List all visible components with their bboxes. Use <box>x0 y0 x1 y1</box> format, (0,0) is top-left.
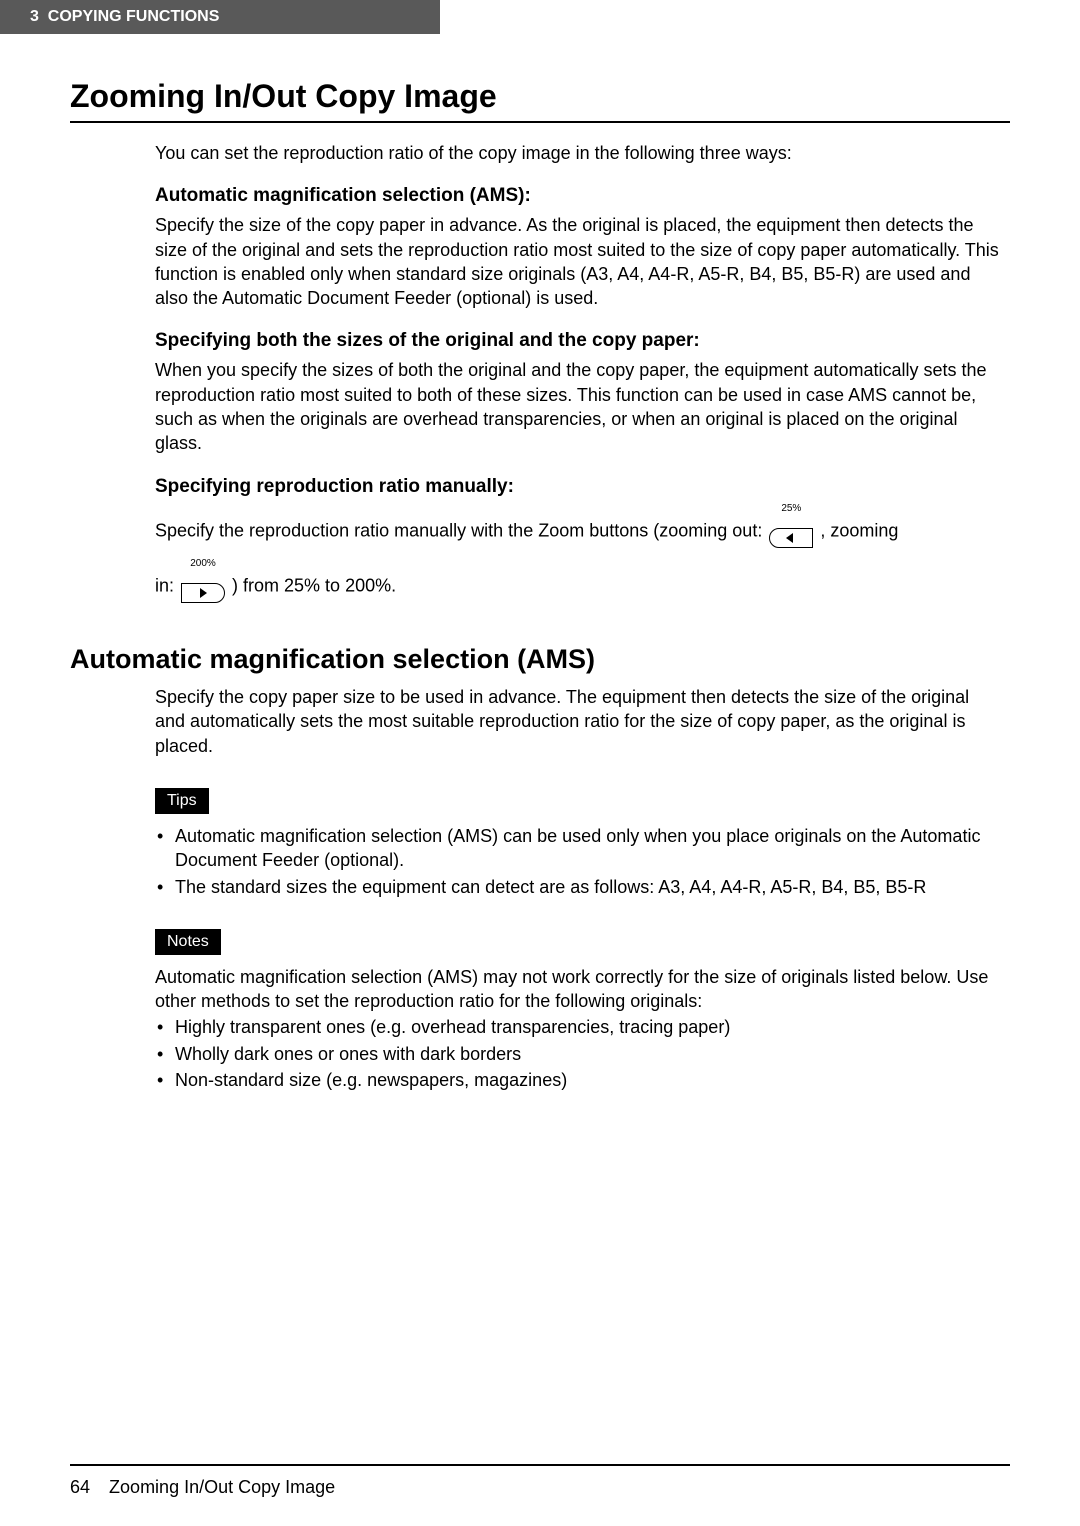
zoom-in-icon <box>181 583 225 603</box>
tips-list: Automatic magnification selection (AMS) … <box>155 824 1000 899</box>
list-item: The standard sizes the equipment can det… <box>155 875 1000 899</box>
ams-section-block: Specify the copy paper size to be used i… <box>155 685 1000 1092</box>
page: 3 COPYING FUNCTIONS Zooming In/Out Copy … <box>0 0 1080 1526</box>
list-item: Highly transparent ones (e.g. overhead t… <box>155 1015 1000 1039</box>
both-body: When you specify the sizes of both the o… <box>155 358 1000 455</box>
chapter-title: COPYING FUNCTIONS <box>48 8 220 26</box>
manual-body-pre: Specify the reproduction ratio manually … <box>155 520 767 540</box>
page-title: Zooming In/Out Copy Image <box>70 78 1010 115</box>
ams-body: Specify the size of the copy paper in ad… <box>155 213 1000 310</box>
manual-body-in-prefix: in: <box>155 575 179 595</box>
page-number: 64 <box>70 1477 90 1497</box>
intro-text: You can set the reproduction ratio of th… <box>155 141 1000 165</box>
zoom-out-label: 25% <box>769 504 813 514</box>
zoom-out-icon <box>769 528 813 548</box>
list-item: Wholly dark ones or ones with dark borde… <box>155 1042 1000 1066</box>
footer-rule <box>70 1464 1010 1466</box>
zoom-in-label: 200% <box>181 559 225 569</box>
ams-section-title: Automatic magnification selection (AMS) <box>70 644 1010 675</box>
manual-body-mid: , zooming <box>820 520 898 540</box>
manual-body-post: ) from 25% to 200%. <box>232 575 396 595</box>
manual-heading: Specifying reproduction ratio manually: <box>155 476 1000 498</box>
notes-list: Highly transparent ones (e.g. overhead t… <box>155 1015 1000 1092</box>
zoom-out-button: 25% <box>769 504 813 559</box>
footer-title: Zooming In/Out Copy Image <box>109 1477 335 1497</box>
tips-label: Tips <box>155 788 209 814</box>
ams-section-body: Specify the copy paper size to be used i… <box>155 685 1000 758</box>
title-rule <box>70 121 1010 123</box>
ams-heading: Automatic magnification selection (AMS): <box>155 185 1000 207</box>
list-item: Automatic magnification selection (AMS) … <box>155 824 1000 873</box>
triangle-right-icon <box>200 588 207 598</box>
both-heading: Specifying both the sizes of the origina… <box>155 330 1000 352</box>
chapter-header: 3 COPYING FUNCTIONS <box>0 0 440 34</box>
notes-intro: Automatic magnification selection (AMS) … <box>155 965 1000 1014</box>
triangle-left-icon <box>786 533 793 543</box>
list-item: Non-standard size (e.g. newspapers, maga… <box>155 1068 1000 1092</box>
notes-label: Notes <box>155 929 221 955</box>
footer: 64 Zooming In/Out Copy Image <box>70 1477 335 1498</box>
intro-block: You can set the reproduction ratio of th… <box>155 141 1000 614</box>
manual-body: Specify the reproduction ratio manually … <box>155 504 1000 614</box>
content-area: Zooming In/Out Copy Image You can set th… <box>70 0 1010 1092</box>
zoom-in-button: 200% <box>181 559 225 614</box>
chapter-number: 3 <box>30 8 39 26</box>
